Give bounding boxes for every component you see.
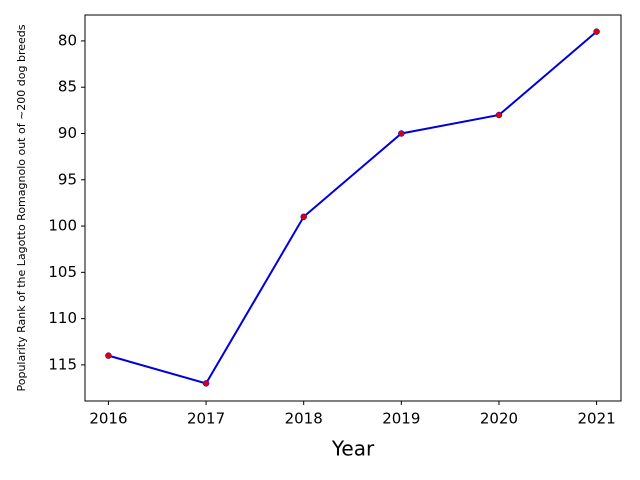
x-tick-label: 2019 [382,410,420,428]
y-tick-label: 90 [58,124,77,142]
y-tick-label: 80 [58,31,77,49]
y-tick-label: 110 [48,309,77,327]
y-axis-label: Popularity Rank of the Lagotto Romagnolo… [15,24,28,391]
x-tick-label: 2016 [89,410,127,428]
x-tick-label: 2017 [187,410,225,428]
x-tick-label: 2021 [577,410,615,428]
x-tick-label: 2020 [480,410,518,428]
marker [593,28,600,35]
x-tick-label: 2018 [285,410,323,428]
plot-frame [84,14,622,402]
line [108,30,598,385]
x-axis-label: Year [331,437,375,461]
marker [398,130,405,137]
marker [202,380,210,387]
marker [300,213,307,221]
y-tick-label: 100 [48,217,77,235]
y-tick-label: 115 [48,355,77,373]
y-tick-label: 95 [58,170,77,188]
y-tick-label: 85 [58,78,77,96]
marker [495,111,503,119]
y-tick-label: 105 [48,263,77,281]
marker [105,352,112,359]
